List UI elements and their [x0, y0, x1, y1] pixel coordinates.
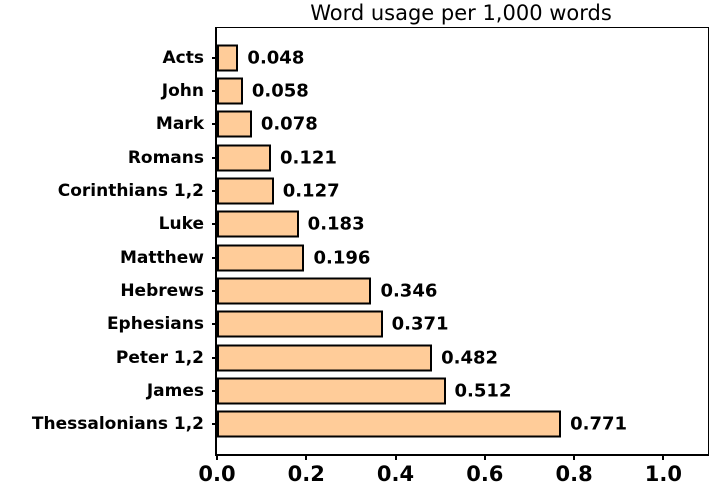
- y-tick: [212, 290, 217, 292]
- x-tick-label: 0.4: [376, 462, 415, 486]
- bar: [217, 44, 239, 72]
- bar: [217, 210, 299, 238]
- bar: [217, 344, 433, 372]
- bar: [217, 144, 271, 172]
- category-label: James: [146, 381, 204, 401]
- category-label: Peter 1,2: [115, 347, 204, 368]
- value-label: 0.771: [570, 413, 628, 435]
- category-label: Luke: [158, 214, 204, 235]
- plot-area: Acts 0.048 John 0.058 Mark 0.078 Romans 0.121 Co…: [32, 27, 709, 486]
- y-tick: [212, 423, 217, 426]
- value-label: 0.121: [280, 147, 337, 169]
- value-label: 0.346: [380, 280, 438, 302]
- category-label: Hebrews: [120, 281, 204, 301]
- value-label: 0.512: [454, 380, 512, 402]
- y-tick: [212, 223, 217, 226]
- x-tick: [216, 454, 218, 460]
- bar: [217, 177, 274, 205]
- value-label: 0.196: [313, 247, 371, 269]
- category-label: Thessalonians 1,2: [31, 414, 204, 435]
- category-label: Ephesians: [106, 314, 204, 335]
- bar: [217, 244, 305, 272]
- y-tick: [212, 156, 217, 159]
- x-tick-label: 1.0: [644, 462, 682, 486]
- y-tick: [212, 323, 217, 326]
- value-label: 0.371: [391, 313, 449, 335]
- y-tick: [212, 123, 217, 126]
- category-label: Acts: [162, 47, 204, 68]
- y-tick: [212, 356, 217, 359]
- y-tick: [212, 190, 217, 192]
- chart-title: Word usage per 1,000 words: [310, 1, 612, 25]
- x-tick-label: 0.6: [466, 462, 504, 486]
- y-tick: [212, 390, 217, 392]
- value-label: 0.183: [307, 213, 365, 235]
- bar: [217, 377, 446, 405]
- category-label: Corinthians 1,2: [57, 181, 204, 201]
- x-tick: [662, 454, 665, 460]
- y-tick: [212, 56, 217, 59]
- x-tick-label: 0.0: [198, 462, 236, 486]
- x-tick: [483, 454, 486, 460]
- category-label: Romans: [127, 147, 204, 168]
- bar: [217, 310, 383, 338]
- bar: [217, 77, 243, 105]
- value-label: 0.058: [251, 80, 309, 102]
- bar: [217, 110, 252, 138]
- x-tick: [394, 454, 397, 460]
- x-tick: [305, 454, 308, 460]
- x-tick-label: 0.8: [555, 462, 593, 486]
- y-tick: [212, 256, 217, 259]
- value-label: 0.127: [282, 180, 340, 202]
- category-label: Matthew: [120, 247, 204, 268]
- category-label: John: [161, 81, 204, 101]
- category-label: Mark: [155, 114, 204, 135]
- y-tick: [212, 90, 217, 92]
- x-tick: [573, 454, 576, 460]
- value-label: 0.078: [260, 113, 318, 135]
- value-label: 0.482: [441, 347, 499, 369]
- x-tick-label: 0.2: [287, 462, 325, 486]
- bar: [217, 410, 562, 438]
- value-label: 0.048: [247, 47, 305, 69]
- bar: [217, 277, 372, 305]
